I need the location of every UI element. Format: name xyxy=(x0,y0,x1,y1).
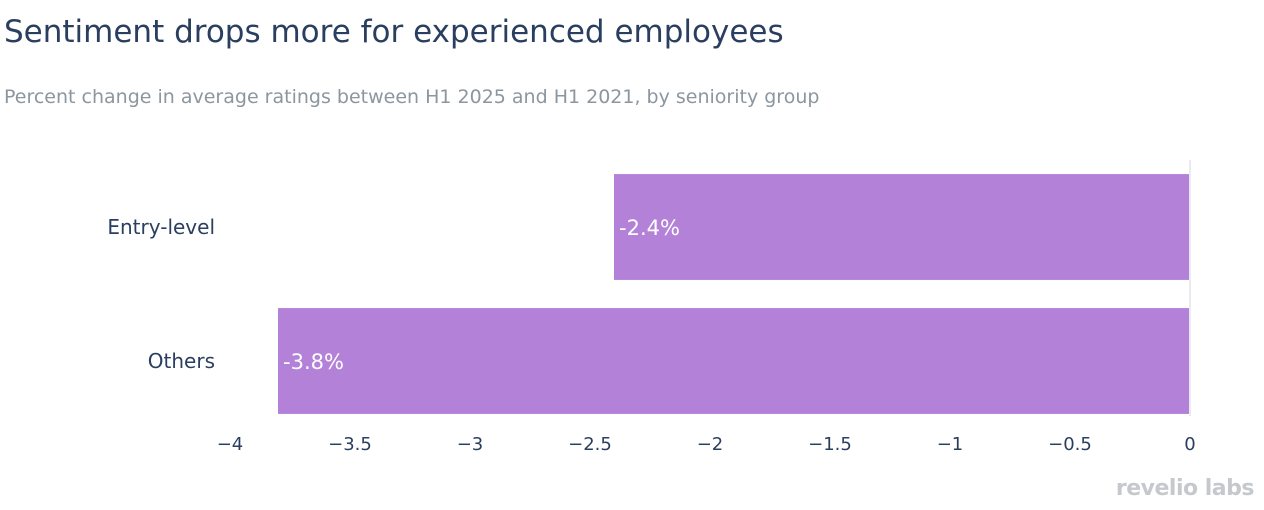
x-tick-label: −2 xyxy=(697,434,724,455)
revelio-labs-logo: revelio labs xyxy=(1115,476,1255,501)
data-label: -2.4% xyxy=(619,216,680,240)
data-label: -3.8% xyxy=(283,350,344,374)
bars-group xyxy=(278,174,1190,414)
x-tick-label: −3.5 xyxy=(328,434,372,455)
category-label: Others xyxy=(148,349,215,373)
x-tick-label: −0.5 xyxy=(1048,434,1092,455)
x-tick-label: −1 xyxy=(937,434,964,455)
data-labels-group: -2.4% -3.8% xyxy=(283,216,680,374)
category-label: Entry-level xyxy=(107,215,215,239)
x-tick-label: −1.5 xyxy=(808,434,852,455)
x-tick-label: −4 xyxy=(217,434,244,455)
category-labels-group: Entry-level Others xyxy=(107,215,215,373)
bar-entry-level xyxy=(614,174,1190,280)
x-axis-ticks-group: −4 −3.5 −3 −2.5 −2 −1.5 −1 −0.5 0 xyxy=(217,434,1196,455)
x-tick-label: 0 xyxy=(1184,434,1195,455)
chart-subtitle: Percent change in average ratings betwee… xyxy=(4,86,820,108)
x-tick-label: −3 xyxy=(457,434,484,455)
bar-others xyxy=(278,308,1190,414)
chart-title: Sentiment drops more for experienced emp… xyxy=(4,14,784,50)
x-tick-label: −2.5 xyxy=(568,434,612,455)
